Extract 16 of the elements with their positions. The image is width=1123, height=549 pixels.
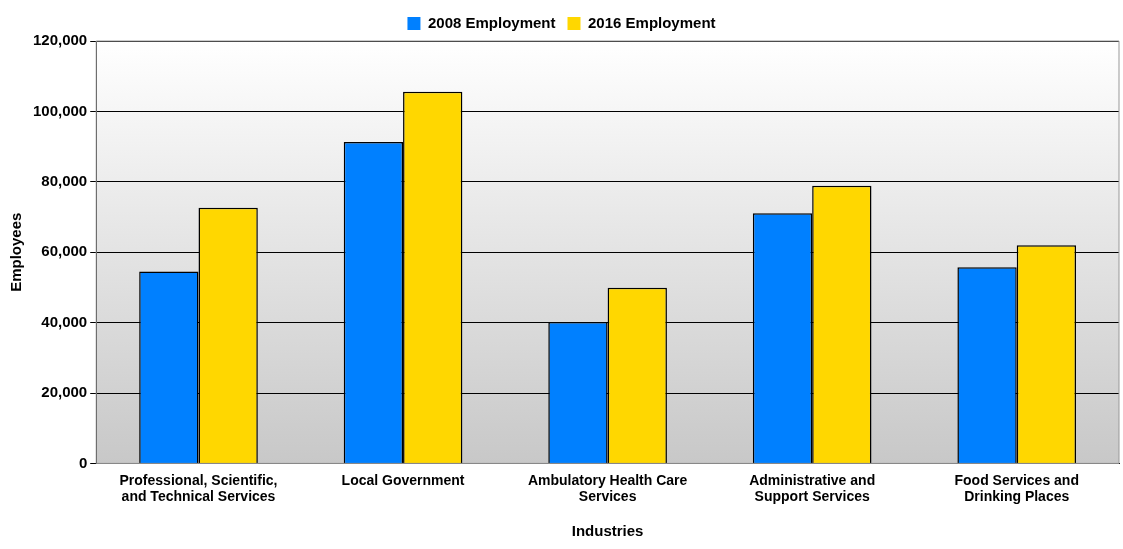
legend-label: 2008 Employment — [427, 13, 556, 31]
x-tick-label: Professional, Scientific, and Technical Services — [119, 471, 278, 505]
y-tick-label: 80,000 — [41, 171, 88, 189]
y-tick-label: 0 — [78, 453, 88, 471]
legend-label: 2016 Employment — [588, 13, 716, 31]
y-tick-label: 40,000 — [41, 312, 88, 330]
x-tick-label: Food Services and Drinking Places — [954, 471, 1079, 505]
y-axis-title: Employees — [7, 212, 25, 292]
y-tick-label: 100,000 — [32, 101, 88, 119]
x-tick-label: Local Government — [341, 471, 465, 488]
y-tick-label: 20,000 — [41, 383, 88, 401]
x-axis-title: Industries — [571, 522, 644, 540]
x-tick-label: Ambulatory Health Care Services — [527, 471, 688, 505]
y-tick-label: 120,000 — [32, 31, 88, 49]
x-tick-label: Administrative and Support Services — [749, 471, 876, 505]
y-tick-label: 60,000 — [41, 242, 88, 260]
